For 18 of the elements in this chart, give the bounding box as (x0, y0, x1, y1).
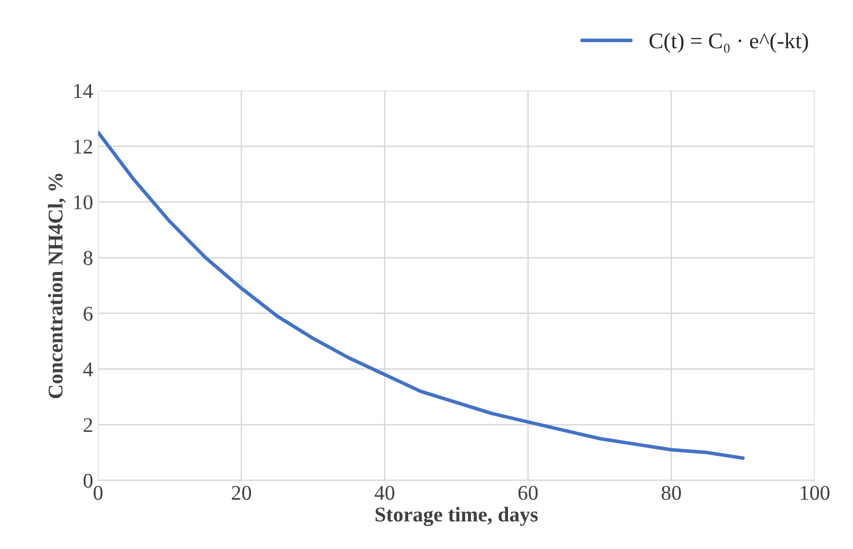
x-tick-label: 0 (94, 486, 103, 500)
x-axis-title: Storage time, days (376, 506, 538, 526)
y-tick-label: 14 (74, 84, 93, 98)
line-series (98, 130, 745, 460)
x-tick-label: 80 (662, 486, 681, 500)
y-axis-title: Concentration NH4Cl, % (48, 174, 66, 398)
y-tick-label: 0 (84, 474, 92, 488)
y-tick-label: 10 (74, 195, 92, 210)
legend-label: C(t) = C₀ · e^(-kt) (650, 32, 808, 53)
x-tick-label: 100 (800, 486, 830, 500)
y-tick-label: 12 (74, 140, 92, 154)
y-tick-label: 6 (84, 306, 93, 321)
y-tick-label: 2 (84, 418, 92, 432)
x-tick-label: 60 (518, 486, 538, 500)
x-tick-label: 20 (232, 486, 252, 500)
x-tick-label: 40 (374, 486, 394, 500)
y-tick-label: 4 (83, 362, 93, 376)
y-tick-label: 8 (84, 251, 92, 266)
